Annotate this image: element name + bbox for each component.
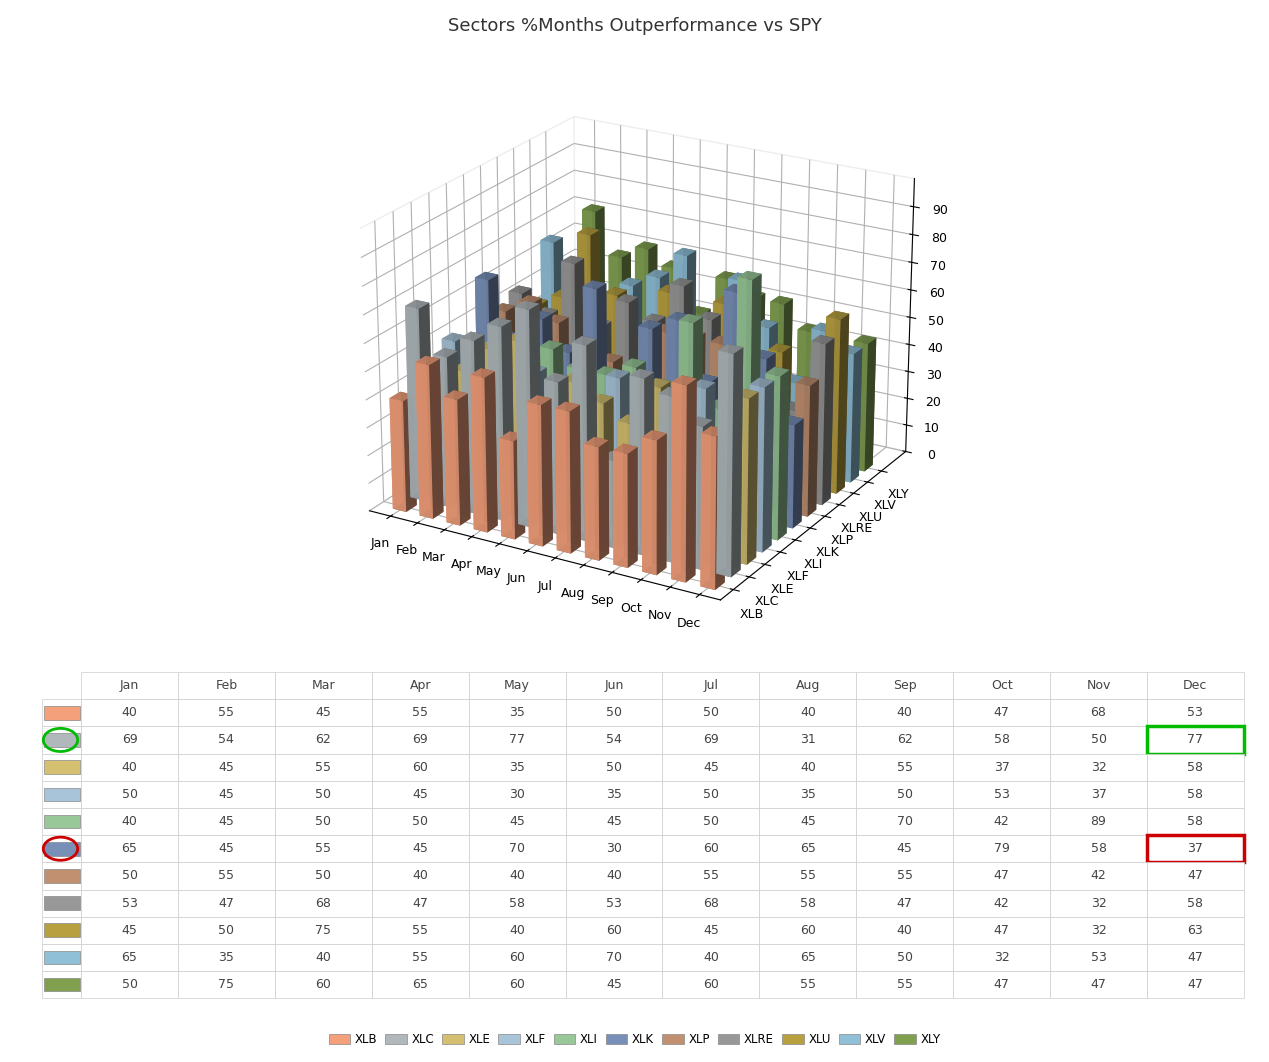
FancyBboxPatch shape (44, 842, 80, 856)
FancyBboxPatch shape (44, 760, 80, 774)
Title: Sectors %Months Outperformance vs SPY: Sectors %Months Outperformance vs SPY (448, 17, 821, 35)
FancyBboxPatch shape (44, 924, 80, 937)
Legend: XLB, XLC, XLE, XLF, XLI, XLK, XLP, XLRE, XLU, XLV, XLY: XLB, XLC, XLE, XLF, XLI, XLK, XLP, XLRE,… (324, 1028, 945, 1050)
FancyBboxPatch shape (44, 706, 80, 720)
FancyBboxPatch shape (44, 978, 80, 992)
FancyBboxPatch shape (44, 788, 80, 801)
FancyBboxPatch shape (44, 950, 80, 964)
FancyBboxPatch shape (44, 896, 80, 910)
FancyBboxPatch shape (44, 733, 80, 747)
FancyBboxPatch shape (44, 869, 80, 883)
FancyBboxPatch shape (44, 815, 80, 828)
